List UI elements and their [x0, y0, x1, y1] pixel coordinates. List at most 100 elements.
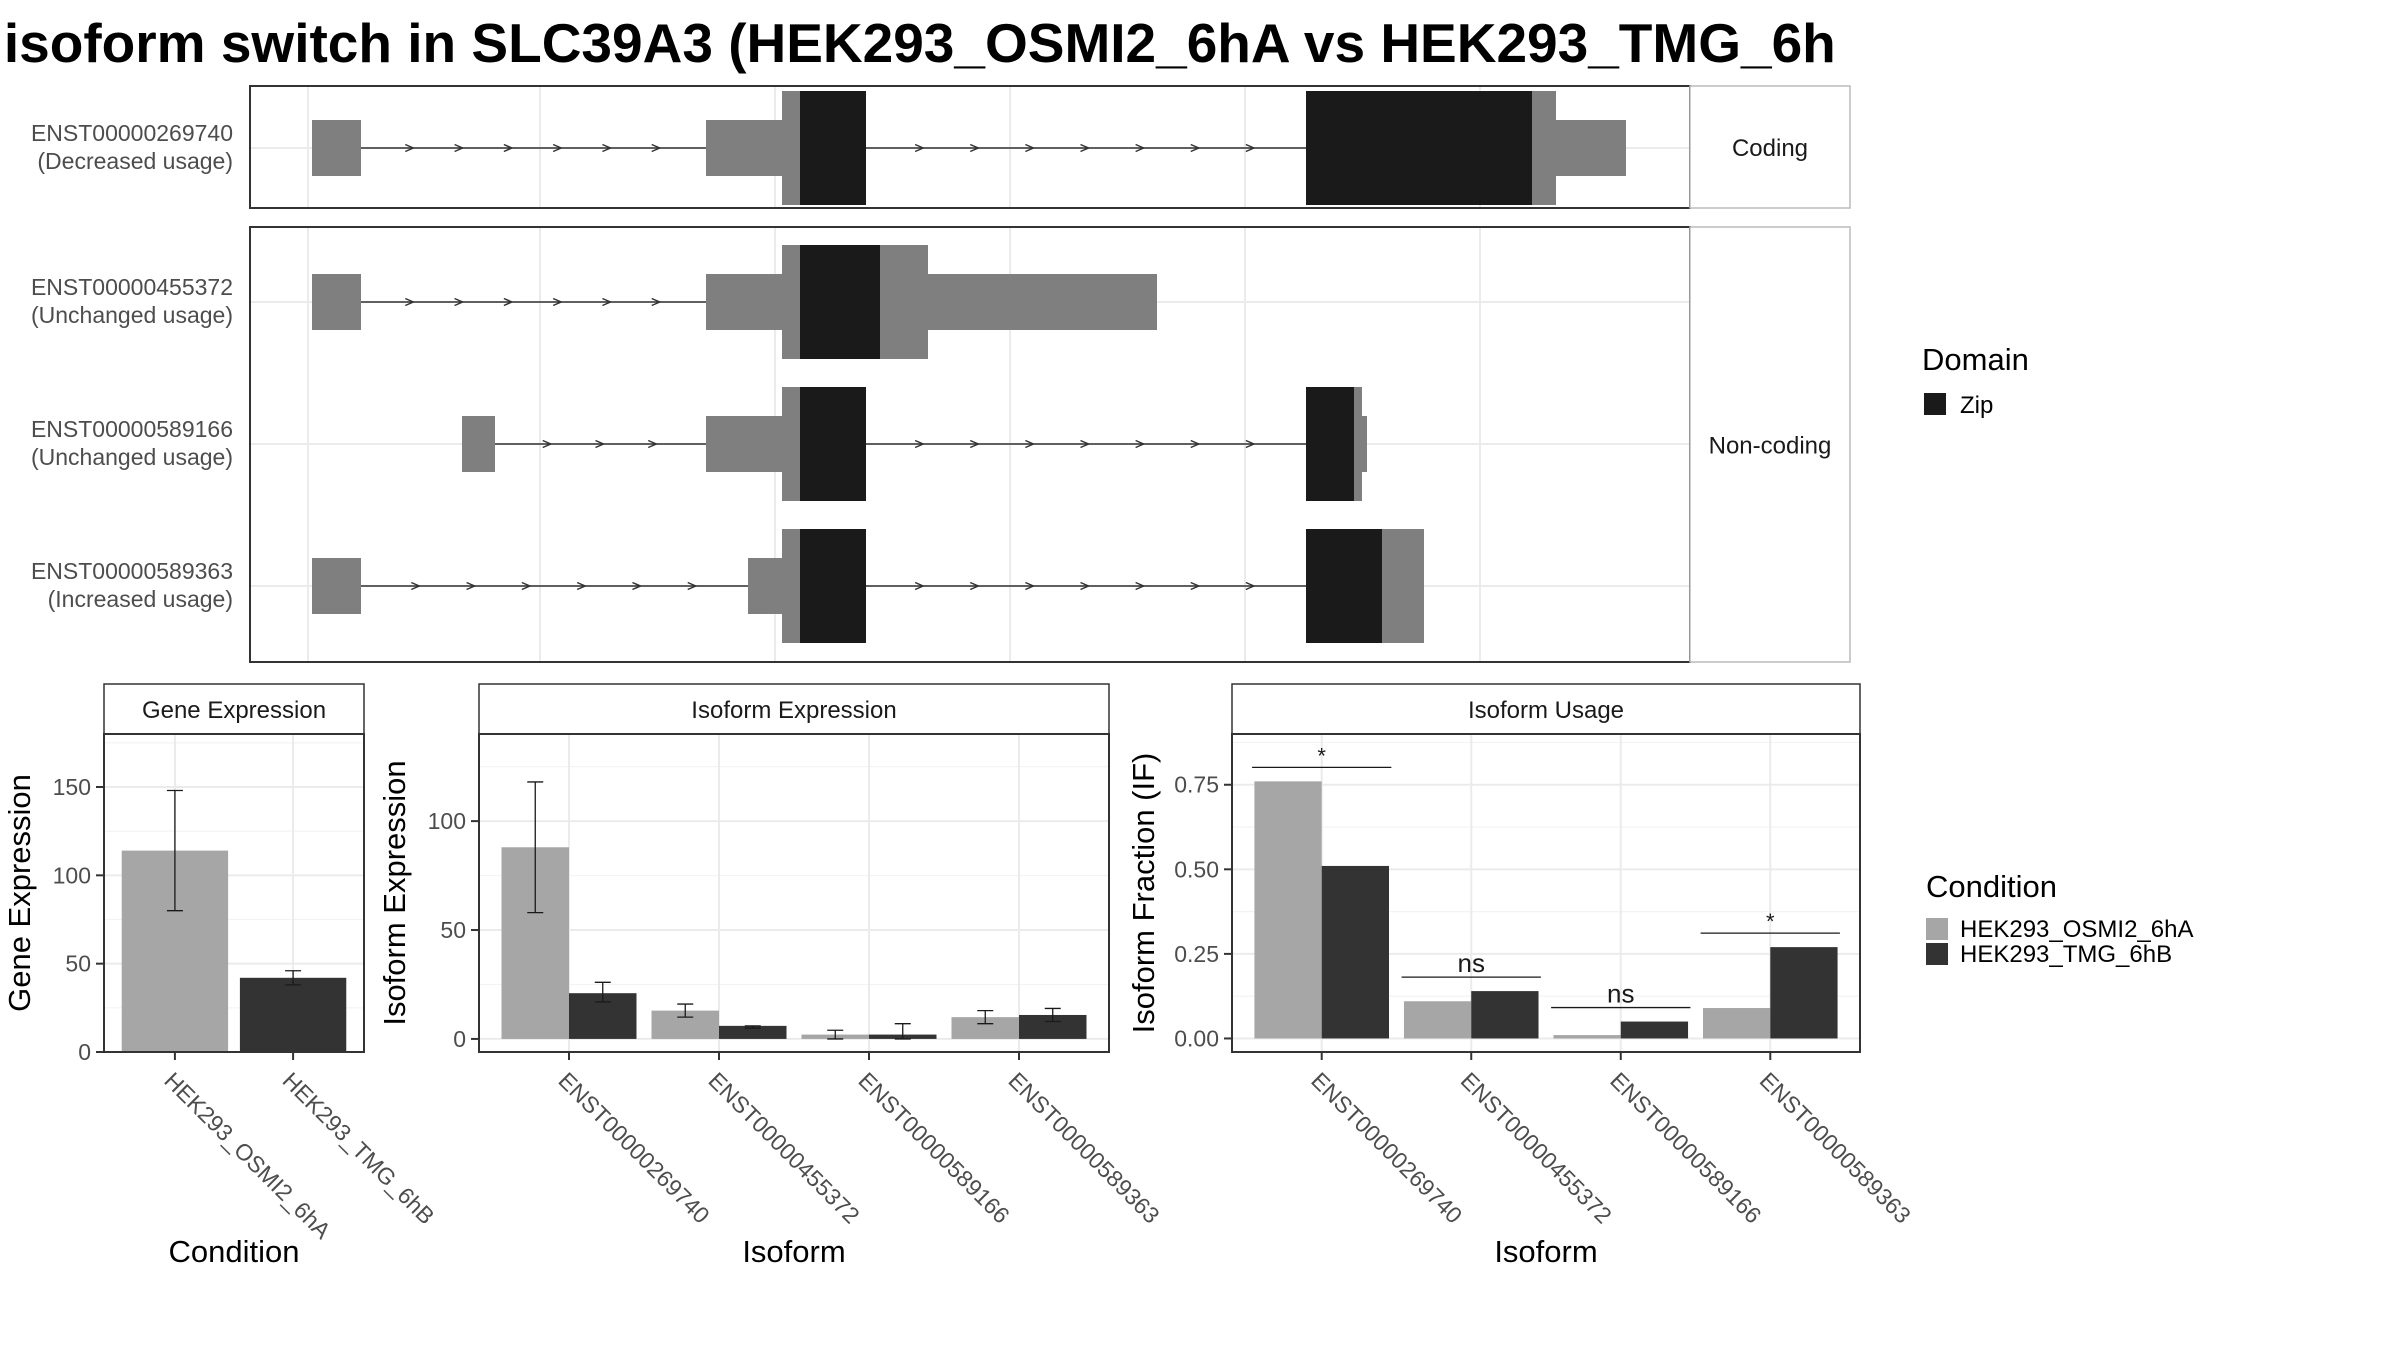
x-tick-label: ENST00000589363	[1755, 1067, 1916, 1228]
significance-label: *	[1317, 743, 1326, 768]
transcript-usage-label: (Unchanged usage)	[31, 302, 233, 328]
intron-arrow	[1245, 581, 1256, 591]
legend-label: HEK293_TMG_6hB	[1960, 941, 2172, 968]
exon-block	[782, 387, 800, 501]
intron-arrow	[466, 581, 477, 591]
panel-strip	[1231, 683, 1861, 735]
intron-arrow	[1080, 581, 1091, 591]
intron-arrow	[552, 143, 564, 153]
transcript-id-label: ENST00000269740	[31, 120, 233, 146]
page-title: e isoform switch in SLC39A3 (HEK293_OSMI…	[0, 12, 1836, 74]
exon-block	[706, 274, 782, 330]
intron-arrow	[632, 581, 643, 591]
intron-arrow	[1135, 439, 1146, 449]
transcript-usage-label: (Increased usage)	[48, 586, 233, 612]
y-tick-label: 50	[440, 917, 466, 943]
transcript-ENST00000269740: ENST00000269740(Decreased usage)	[31, 91, 1626, 205]
error-bar	[977, 1009, 994, 1025]
significance-marker: ns	[1551, 979, 1691, 1009]
y-axis-title: Gene Expression	[2, 774, 37, 1012]
x-tick-label: ENST00000589166	[853, 1067, 1014, 1228]
significance-label: *	[1766, 909, 1775, 934]
panel-strip	[478, 683, 1110, 735]
domain-block	[1306, 91, 1532, 205]
intron-arrow	[969, 581, 981, 591]
domain-block	[800, 529, 866, 643]
exon-block	[782, 91, 800, 205]
x-tick-label: ENST00000455372	[703, 1067, 864, 1228]
isoform-usage-panel: Isoform Usage * ns ns * 0.00 0.25 0.50 0.75 ENST0…	[1126, 683, 1916, 1269]
intron-arrow	[1190, 439, 1201, 449]
error-bar	[166, 789, 183, 912]
y-tick-label: 0.25	[1174, 941, 1219, 967]
significance-marker: ns	[1401, 948, 1541, 978]
x-axis-title: Isoform	[1494, 1234, 1597, 1269]
exon-block	[706, 416, 782, 472]
exon-block	[1362, 416, 1367, 472]
domain-block	[800, 245, 880, 359]
y-tick-label: 0.50	[1174, 856, 1219, 882]
intron-arrow	[595, 439, 606, 449]
y-tick-label: 150	[53, 774, 91, 800]
error-bar	[894, 1023, 911, 1040]
intron-arrow	[969, 143, 981, 153]
legend-key	[1926, 918, 1948, 940]
bar-HEK293_OSMI2_6hA-ENST00000589166	[1553, 1035, 1621, 1039]
panel-title: Gene Expression	[142, 697, 326, 724]
intron-arrow	[1190, 143, 1201, 153]
gene-expression-panel: Gene Expression050100150HEK293_OSMI2_6hA…	[2, 683, 440, 1269]
y-tick-label: 50	[65, 951, 91, 977]
intron-arrow	[687, 581, 698, 591]
error-bar	[1044, 1007, 1061, 1023]
bar-values-HEK293_TMG_6hB	[239, 977, 347, 1052]
intron-arrow	[969, 439, 981, 449]
significance-label: ns	[1607, 979, 1634, 1009]
intron-arrow	[1080, 143, 1091, 153]
y-tick-label: 0.00	[1174, 1025, 1219, 1051]
panel-border	[478, 733, 1110, 1053]
exon-block	[462, 416, 495, 472]
transcript-structure-plot: Coding Non-coding ENST00000269740(Decrease…	[31, 85, 1851, 663]
transcript-ENST00000589363: ENST00000589363(Increased usage)	[31, 529, 1424, 643]
intron-arrow	[914, 439, 925, 449]
bar-HEK293_OSMI2_6hA-ENST00000589363	[1703, 1008, 1771, 1039]
legend-key	[1926, 943, 1948, 965]
intron-arrow	[576, 581, 588, 591]
x-axis-title: Isoform	[742, 1234, 845, 1269]
intron-arrow	[1135, 581, 1146, 591]
domain-block	[800, 91, 866, 205]
x-tick-label: ENST00000269740	[1306, 1067, 1467, 1228]
exon-block	[312, 120, 361, 176]
intron-arrow	[1245, 439, 1256, 449]
intron-arrow	[404, 297, 416, 307]
facet-strip-label: Non-coding	[1709, 433, 1832, 460]
domain-block	[800, 387, 866, 501]
legend-label: HEK293_OSMI2_6hA	[1960, 916, 2193, 943]
transcript-ENST00000455372: ENST00000455372(Unchanged usage)	[31, 245, 1157, 359]
facet-strip	[1689, 85, 1851, 209]
bar-HEK293_TMG_6hB-ENST00000269740	[1321, 865, 1389, 1039]
exon-block	[312, 558, 361, 614]
domain-block	[1306, 529, 1382, 643]
transcript-id-label: ENST00000455372	[31, 274, 233, 300]
exon-block	[706, 120, 782, 176]
intron-arrow	[404, 143, 416, 153]
significance-label: ns	[1458, 948, 1485, 978]
legend-label: Zip	[1960, 392, 1993, 419]
x-axis-title: Condition	[169, 1234, 300, 1269]
intron-arrow	[454, 297, 465, 307]
bar-HEK293_TMG_6hB-ENST00000455372	[719, 1025, 787, 1039]
exon-block	[782, 529, 800, 643]
intron-arrow	[552, 297, 564, 307]
transcript-usage-label: (Decreased usage)	[37, 148, 233, 174]
panel-border	[103, 733, 365, 1053]
y-tick-label: 0	[78, 1039, 91, 1065]
exon-block	[782, 245, 800, 359]
bar-HEK293_OSMI2_6hA-ENST00000589363	[951, 1017, 1019, 1039]
domain-block	[1306, 387, 1354, 501]
exon-block	[1556, 120, 1626, 176]
intron-arrow	[1190, 581, 1201, 591]
exon-block	[312, 274, 361, 330]
facet-strip	[1689, 226, 1851, 663]
